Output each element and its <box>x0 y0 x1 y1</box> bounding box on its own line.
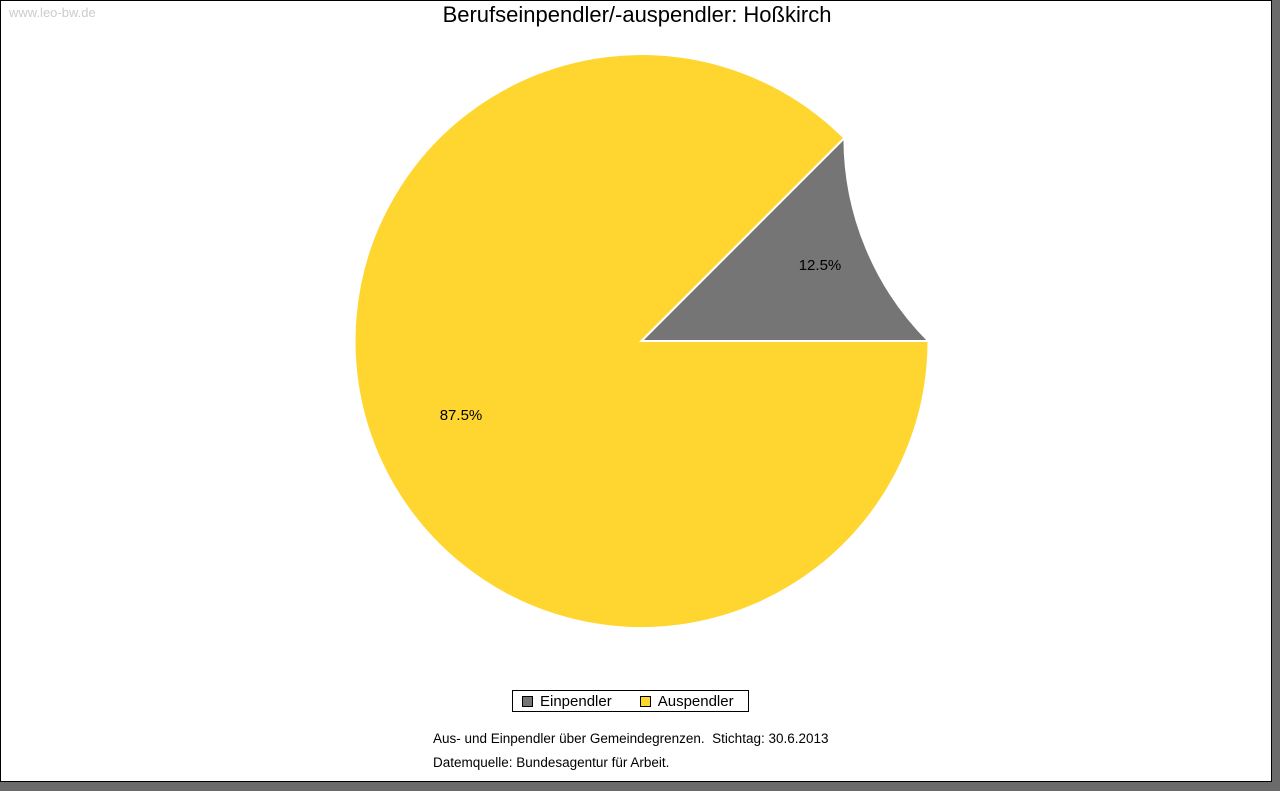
svg-text:12.5%: 12.5% <box>799 257 842 274</box>
svg-text:87.5%: 87.5% <box>440 407 483 424</box>
